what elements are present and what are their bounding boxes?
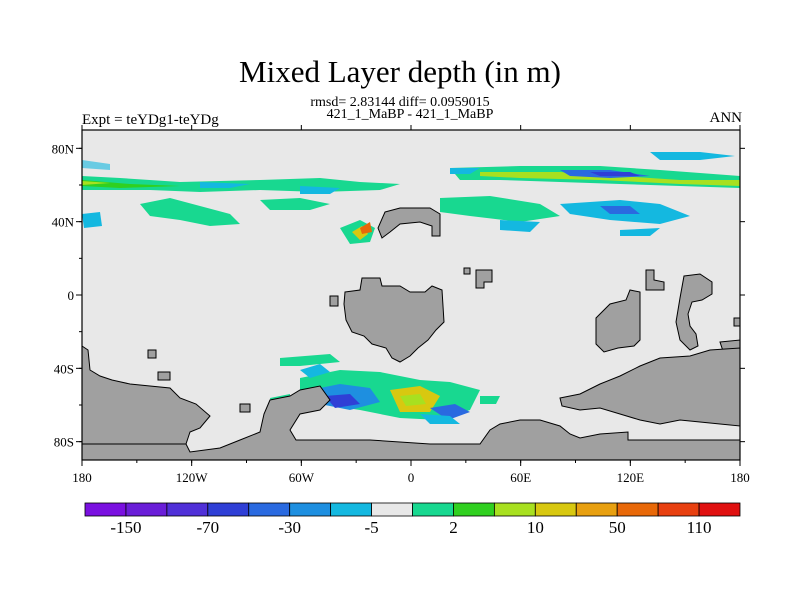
colorbar-label: 2 <box>449 518 458 537</box>
land-masses <box>81 207 741 461</box>
chart-subtitle-experiment: 421_1_MaBP - 421_1_MaBP <box>326 107 494 122</box>
x-tick-label: 60W <box>289 470 315 485</box>
y-axis: 80N 40N 0 40S 80S <box>52 141 745 450</box>
colorbar-label: -5 <box>364 518 378 537</box>
colorbar-swatch <box>453 502 495 517</box>
anomaly-patches <box>82 152 740 424</box>
colorbar-swatch <box>534 502 577 517</box>
colorbar-swatch <box>84 502 127 517</box>
colorbar-label: 10 <box>527 518 544 537</box>
colorbar-labels: -150 -70 -30 -5 2 10 50 110 <box>110 518 711 537</box>
experiment-label: Expt = teYDg1-teYDg <box>82 112 219 128</box>
x-axis: 180 120W 60W 0 60E 120E 180 <box>72 125 750 485</box>
x-tick-label: 0 <box>408 470 415 485</box>
colorbar-swatch <box>166 502 209 517</box>
colorbar-swatch <box>657 502 700 517</box>
colorbar-swatch <box>698 502 741 517</box>
colorbar-swatch <box>371 502 413 517</box>
colorbar-label: -70 <box>196 518 219 537</box>
x-tick-label: 180 <box>730 470 750 485</box>
colorbar-label: 110 <box>687 518 712 537</box>
y-tick-label: 80N <box>52 141 75 156</box>
colorbar-swatch <box>207 502 250 517</box>
y-tick-label: 80S <box>54 435 74 450</box>
colorbar-swatch <box>493 502 536 517</box>
colorbar-swatch <box>248 502 291 517</box>
colorbar-swatch <box>575 502 618 517</box>
x-tick-label: 60E <box>510 470 531 485</box>
colorbar <box>84 502 741 517</box>
colorbar-swatch <box>289 502 332 517</box>
x-tick-label: 180 <box>72 470 92 485</box>
colorbar-swatch <box>616 502 659 517</box>
chart-title: Mixed Layer depth (in m) <box>239 54 561 89</box>
x-tick-label: 120W <box>176 470 209 485</box>
colorbar-label: -30 <box>278 518 301 537</box>
y-tick-label: 40S <box>54 361 74 376</box>
colorbar-label: -150 <box>110 518 141 537</box>
colorbar-swatch <box>412 502 454 517</box>
season-label: ANN <box>709 110 743 126</box>
x-tick-label: 120E <box>617 470 645 485</box>
y-tick-label: 0 <box>68 288 75 303</box>
chart-subtitle-stats: rmsd= 2.83144 diff= 0.0959015 <box>310 95 490 110</box>
colorbar-swatch <box>330 502 372 517</box>
y-tick-label: 40N <box>52 215 75 230</box>
colorbar-label: 50 <box>609 518 626 537</box>
colorbar-swatch <box>125 502 168 517</box>
